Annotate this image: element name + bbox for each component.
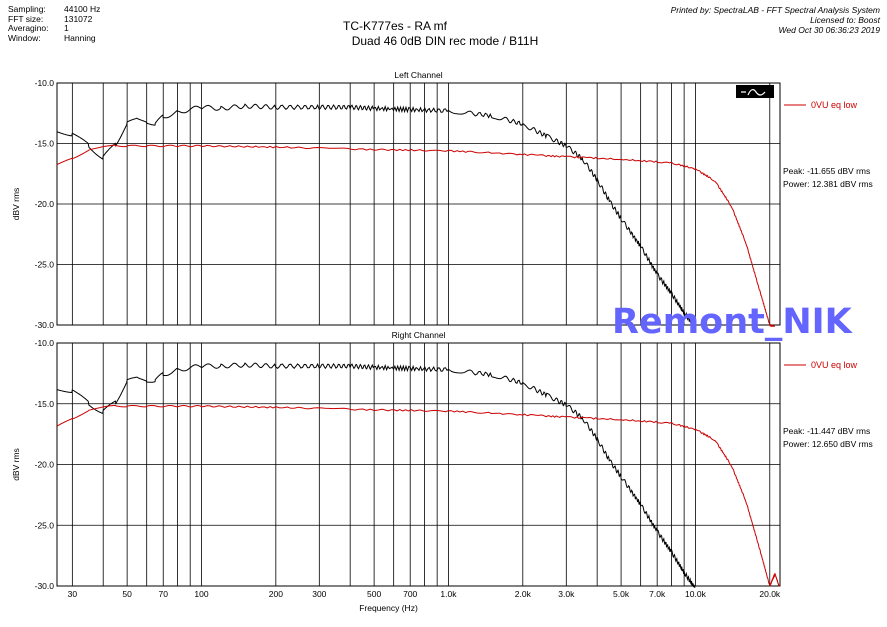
averaging-value: 1 [64, 23, 69, 34]
window-value: Hanning [64, 32, 96, 43]
chart-title: TC-K777es - RA mf [342, 19, 448, 33]
power-readout: Power: 12.650 dBV rms [783, 439, 873, 449]
fft-label: FFT size: [8, 13, 44, 24]
legend-label: 0VU eq low [811, 100, 858, 110]
waveform-icon [741, 89, 766, 96]
y-tick-label: -15.0 [35, 139, 55, 149]
y-tick-label: -30.0 [35, 320, 55, 330]
x-tick-label: 70 [158, 589, 168, 599]
print-info: Printed by: SpectraLAB - FFT Spectral An… [671, 5, 880, 35]
x-tick-label: 1.0k [440, 589, 457, 599]
x-tick-label: 700 [403, 589, 417, 599]
y-tick-label: -10.0 [35, 338, 55, 348]
panel-title: Left Channel [394, 70, 442, 80]
series-line-black [56, 362, 696, 588]
x-tick-label: 200 [269, 589, 283, 599]
fft-value: 131072 [64, 13, 93, 24]
x-tick-label: 300 [312, 589, 326, 599]
legend-label: 0VU eq low [811, 360, 858, 370]
sampling-label: Sampling: [8, 4, 46, 14]
window-label: Window: [8, 32, 41, 43]
license: Licensed to: Boost [810, 15, 880, 25]
watermark: Remont_NIK [612, 302, 854, 342]
x-tick-label: 20.0k [759, 589, 781, 599]
x-axis-label: Frequency (Hz) [359, 603, 418, 613]
series-line-red [56, 405, 780, 587]
peak-readout: Peak: -11.655 dBV rms [783, 166, 870, 176]
chart-subtitle: Duad 46 0dB DIN rec mode / B11H [351, 34, 539, 48]
sampling-value: 44100 Hz [64, 4, 101, 14]
y-axis-label: dBV rms [11, 188, 21, 221]
x-tick-label: 100 [194, 589, 208, 599]
series-line-black [56, 103, 696, 327]
printed-by: Printed by: SpectraLAB - FFT Spectral An… [670, 5, 880, 15]
y-tick-label: -30.0 [35, 581, 55, 591]
peak-readout: Peak: -11.447 dBV rms [783, 426, 870, 436]
x-tick-label: 5.0k [613, 589, 630, 599]
x-tick-label: 10.0k [685, 589, 707, 599]
x-tick-label: 2.0k [515, 589, 532, 599]
x-tick-label: 50 [122, 589, 132, 599]
series-line-red [56, 144, 775, 327]
measurement-info: Sampling: 44100 Hz FFT size: 131072 Averag… [8, 4, 101, 43]
y-tick-label: -10.0 [35, 78, 55, 88]
y-tick-label: -20.0 [35, 460, 55, 470]
power-readout: Power: 12.381 dBV rms [783, 179, 873, 189]
x-tick-label: 3.0k [558, 589, 575, 599]
y-tick-label: -25.0 [35, 260, 55, 270]
panel-title: Right Channel [392, 330, 446, 340]
averaging-label: Averagino: [8, 23, 49, 34]
x-tick-label: 500 [367, 589, 381, 599]
y-axis-label: dBV rms [11, 448, 21, 481]
y-tick-label: -15.0 [35, 399, 55, 409]
y-tick-label: -20.0 [35, 199, 55, 209]
print-date: Wed Oct 30 06:36:23 2019 [778, 25, 880, 35]
y-tick-label: -25.0 [35, 520, 55, 530]
x-tick-label: 30 [68, 589, 78, 599]
x-tick-label: 7.0k [649, 589, 666, 599]
